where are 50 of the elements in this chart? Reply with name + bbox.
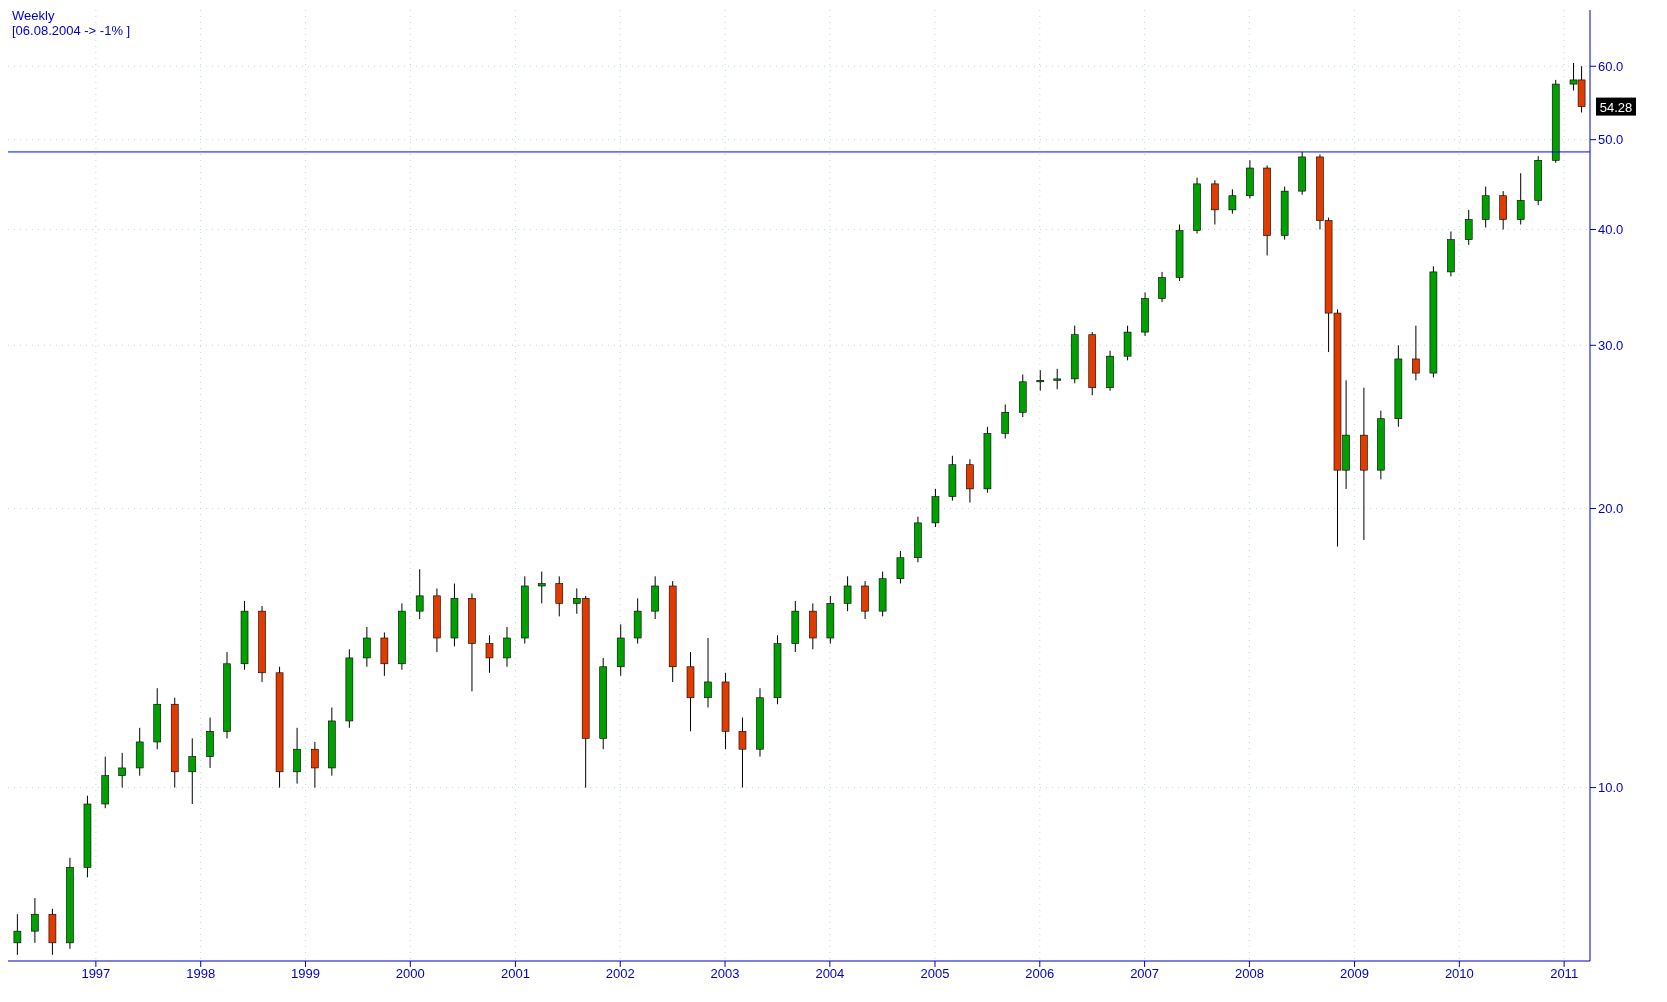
x-tick-label: 1998 (186, 966, 216, 982)
annotation: [06.08.2004 -> -1% ] (12, 23, 131, 38)
candlestick (31, 897, 39, 944)
candlestick (188, 737, 197, 805)
y-tick-label: 50.0 (1598, 132, 1624, 148)
candlestick (363, 626, 371, 668)
candlestick (1036, 369, 1045, 392)
candlestick (1001, 403, 1010, 440)
x-tick-label: 2004 (815, 966, 845, 982)
x-tick-label: 1997 (81, 966, 111, 982)
x-tick-label: 2003 (710, 966, 740, 982)
x-tick-label: 2007 (1130, 966, 1160, 982)
y-tick-label: 30.0 (1598, 337, 1624, 353)
y-tick-label: 20.0 (1598, 501, 1624, 517)
candlestick (118, 752, 126, 789)
text: 54.28 (1599, 99, 1633, 115)
x-tick-label: 2002 (605, 966, 635, 982)
x-tick-label: 2011 (1550, 966, 1579, 982)
x-tick-label: 2001 (500, 966, 530, 982)
candlestick (1499, 190, 1507, 230)
candlestick (415, 568, 424, 620)
candlestick (1516, 172, 1525, 225)
chart-title: Weekly (12, 8, 56, 23)
candlestick (738, 717, 747, 789)
candlestick (311, 741, 319, 789)
x-tick-label: 2006 (1025, 966, 1055, 982)
candlestick (1053, 368, 1062, 390)
candlestick (1412, 325, 1420, 381)
x-tick-label: 2009 (1340, 966, 1369, 982)
candlestick (555, 575, 564, 617)
candlestick (537, 571, 546, 604)
candlestick (293, 727, 301, 785)
x-tick-label: 2010 (1444, 966, 1474, 982)
candlestick (704, 637, 712, 709)
candlestick (503, 626, 511, 668)
candlestick (1464, 209, 1473, 246)
candlestick (843, 575, 852, 612)
candlestick (1228, 188, 1237, 215)
y-tick-label: 10.0 (1598, 780, 1624, 796)
candlestick (1158, 271, 1166, 303)
x-tick-label: 1999 (291, 966, 320, 982)
x-tick-label: 2000 (395, 966, 425, 982)
candlestick (13, 913, 22, 956)
candlestick (1481, 186, 1490, 228)
candlestick (485, 634, 494, 674)
candlestick (896, 550, 905, 585)
x-tick-label: 2005 (920, 966, 950, 982)
x-tick-label: 2008 (1234, 966, 1264, 982)
y-tick-label: 60.0 (1598, 58, 1624, 74)
y-tick-label: 40.0 (1598, 222, 1624, 238)
